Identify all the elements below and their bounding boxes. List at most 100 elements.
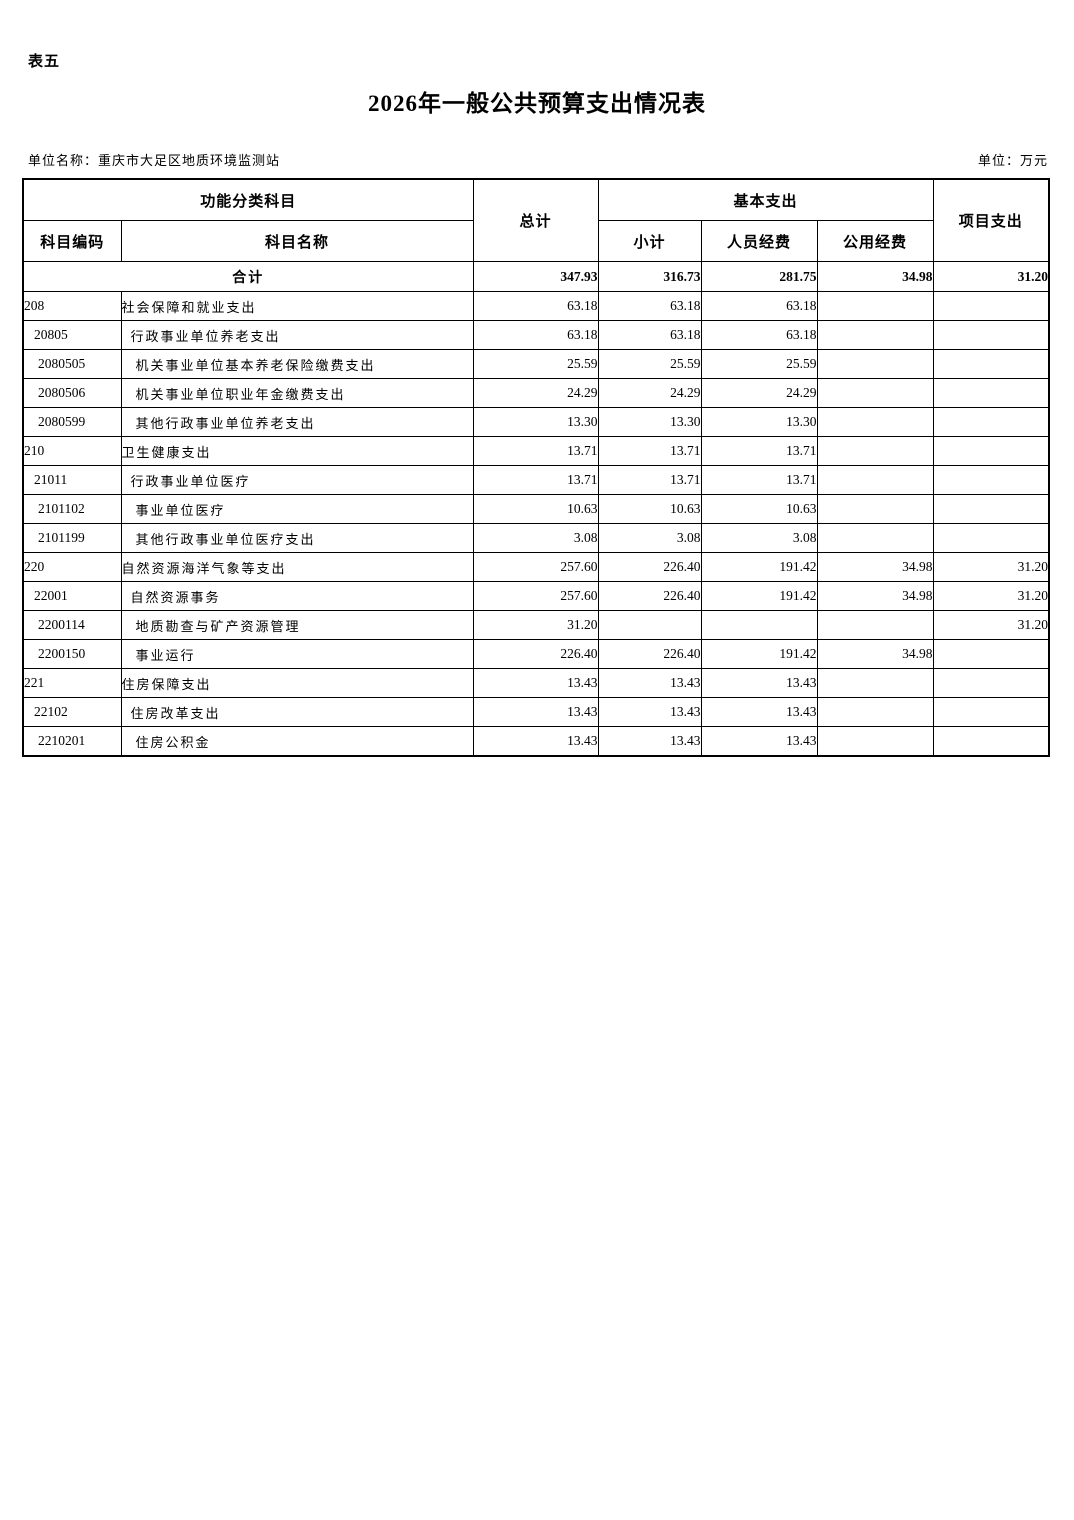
subject-code-cell: 2101199 [22, 523, 122, 553]
subject-code-cell: 2080505 [22, 349, 122, 379]
header-subject-code: 科目编码 [22, 220, 122, 262]
project-expenditure-cell [932, 523, 1050, 553]
project-expenditure-cell [932, 639, 1050, 669]
grand-total-row: 合计 347.93 316.73 281.75 34.98 31.20 [22, 261, 1050, 292]
subject-code-cell: 210 [22, 436, 122, 466]
total-cell: 3.08 [472, 523, 599, 553]
public-funds-cell [816, 378, 934, 408]
subject-name-cell: 事业单位医疗 [120, 494, 474, 524]
subtotal-cell: 13.43 [597, 726, 702, 757]
public-funds-cell [816, 494, 934, 524]
subtotal-cell: 63.18 [597, 320, 702, 350]
total-cell: 257.60 [472, 581, 599, 611]
public-funds-cell [816, 320, 934, 350]
table-row: 2210201 住房公积金 13.43 13.43 13.43 [22, 726, 1050, 757]
total-cell: 257.60 [472, 552, 599, 582]
project-expenditure-cell: 31.20 [932, 610, 1050, 640]
table-body: 合计 347.93 316.73 281.75 34.98 31.20 208 … [22, 261, 1050, 757]
subject-code-cell: 2101102 [22, 494, 122, 524]
public-funds-cell [816, 349, 934, 379]
subtotal-cell: 3.08 [597, 523, 702, 553]
table-row: 220 自然资源海洋气象等支出 257.60 226.40 191.42 34.… [22, 552, 1050, 582]
project-expenditure-cell [932, 668, 1050, 698]
subtotal-cell: 25.59 [597, 349, 702, 379]
subject-name-cell: 住房改革支出 [120, 697, 474, 727]
public-funds-cell [816, 726, 934, 757]
table-row: 2101102 事业单位医疗 10.63 10.63 10.63 [22, 494, 1050, 524]
public-funds-cell: 34.98 [816, 639, 934, 669]
subject-code-cell: 20805 [22, 320, 122, 350]
project-expenditure-cell [932, 697, 1050, 727]
table-number-label: 表五 [28, 53, 61, 70]
header-functional-classification: 功能分类科目 [22, 178, 474, 221]
subtotal-cell: 226.40 [597, 581, 702, 611]
subject-name-cell: 事业运行 [120, 639, 474, 669]
personnel-funds-cell: 13.71 [700, 436, 818, 466]
public-funds-cell [816, 291, 934, 321]
table-row: 22001 自然资源事务 257.60 226.40 191.42 34.98 … [22, 581, 1050, 611]
subject-code-cell: 2200150 [22, 639, 122, 669]
subject-code-cell: 2210201 [22, 726, 122, 757]
public-funds-cell [816, 436, 934, 466]
table-row: 2101199 其他行政事业单位医疗支出 3.08 3.08 3.08 [22, 523, 1050, 553]
subject-name-cell: 机关事业单位职业年金缴费支出 [120, 378, 474, 408]
personnel-funds-cell: 63.18 [700, 320, 818, 350]
subject-name-cell: 住房保障支出 [120, 668, 474, 698]
personnel-funds-cell: 13.71 [700, 465, 818, 495]
personnel-funds-cell: 10.63 [700, 494, 818, 524]
subtotal-cell: 226.40 [597, 552, 702, 582]
total-cell: 13.71 [472, 465, 599, 495]
header-project-expenditure-column: 项目支出 [932, 178, 1050, 262]
unit-info-line: 单位名称：重庆市大足区地质环境监测站 单位：万元 [28, 150, 1048, 169]
unit-measure-label: 单位：万元 [977, 153, 1048, 168]
public-funds-cell [816, 668, 934, 698]
unit-name-label: 单位名称：重庆市大足区地质环境监测站 [28, 153, 281, 168]
personnel-funds-cell: 63.18 [700, 291, 818, 321]
grand-total-personnel-cell: 281.75 [700, 261, 818, 292]
header-public-funds-column: 公用经费 [816, 220, 934, 262]
total-cell: 63.18 [472, 320, 599, 350]
subject-name-cell: 地质勘查与矿产资源管理 [120, 610, 474, 640]
subject-name-cell: 自然资源事务 [120, 581, 474, 611]
total-cell: 13.30 [472, 407, 599, 437]
subject-code-cell: 208 [22, 291, 122, 321]
public-funds-cell [816, 697, 934, 727]
subject-code-cell: 221 [22, 668, 122, 698]
subject-name-cell: 卫生健康支出 [120, 436, 474, 466]
personnel-funds-cell: 191.42 [700, 552, 818, 582]
subject-name-cell: 住房公积金 [120, 726, 474, 757]
total-cell: 13.43 [472, 668, 599, 698]
table-row: 22102 住房改革支出 13.43 13.43 13.43 [22, 697, 1050, 727]
subtotal-cell: 63.18 [597, 291, 702, 321]
total-cell: 24.29 [472, 378, 599, 408]
header-basic-expenditure-group: 基本支出 [597, 178, 934, 221]
header-subtotal-column: 小计 [597, 220, 702, 262]
subtotal-cell: 13.43 [597, 697, 702, 727]
subtotal-cell: 24.29 [597, 378, 702, 408]
table-row: 2080599 其他行政事业单位养老支出 13.30 13.30 13.30 [22, 407, 1050, 437]
subtotal-cell: 13.43 [597, 668, 702, 698]
personnel-funds-cell [700, 610, 818, 640]
total-cell: 13.71 [472, 436, 599, 466]
table-row: 2080506 机关事业单位职业年金缴费支出 24.29 24.29 24.29 [22, 378, 1050, 408]
table-row: 20805 行政事业单位养老支出 63.18 63.18 63.18 [22, 320, 1050, 350]
project-expenditure-cell [932, 494, 1050, 524]
subtotal-cell: 10.63 [597, 494, 702, 524]
subject-code-cell: 2200114 [22, 610, 122, 640]
document-title: 2026年一般公共预算支出情况表 [368, 91, 706, 116]
personnel-funds-cell: 191.42 [700, 581, 818, 611]
subject-code-cell: 220 [22, 552, 122, 582]
personnel-funds-cell: 24.29 [700, 378, 818, 408]
header-row-1: 功能分类科目 总计 基本支出 项目支出 [22, 178, 1050, 262]
project-expenditure-cell [932, 291, 1050, 321]
subject-code-cell: 21011 [22, 465, 122, 495]
subtotal-cell: 13.30 [597, 407, 702, 437]
header-subject-name: 科目名称 [120, 220, 474, 262]
table-row: 21011 行政事业单位医疗 13.71 13.71 13.71 [22, 465, 1050, 495]
project-expenditure-cell [932, 726, 1050, 757]
personnel-funds-cell: 13.43 [700, 697, 818, 727]
personnel-funds-cell: 13.43 [700, 726, 818, 757]
subtotal-cell [597, 610, 702, 640]
project-expenditure-cell [932, 436, 1050, 466]
